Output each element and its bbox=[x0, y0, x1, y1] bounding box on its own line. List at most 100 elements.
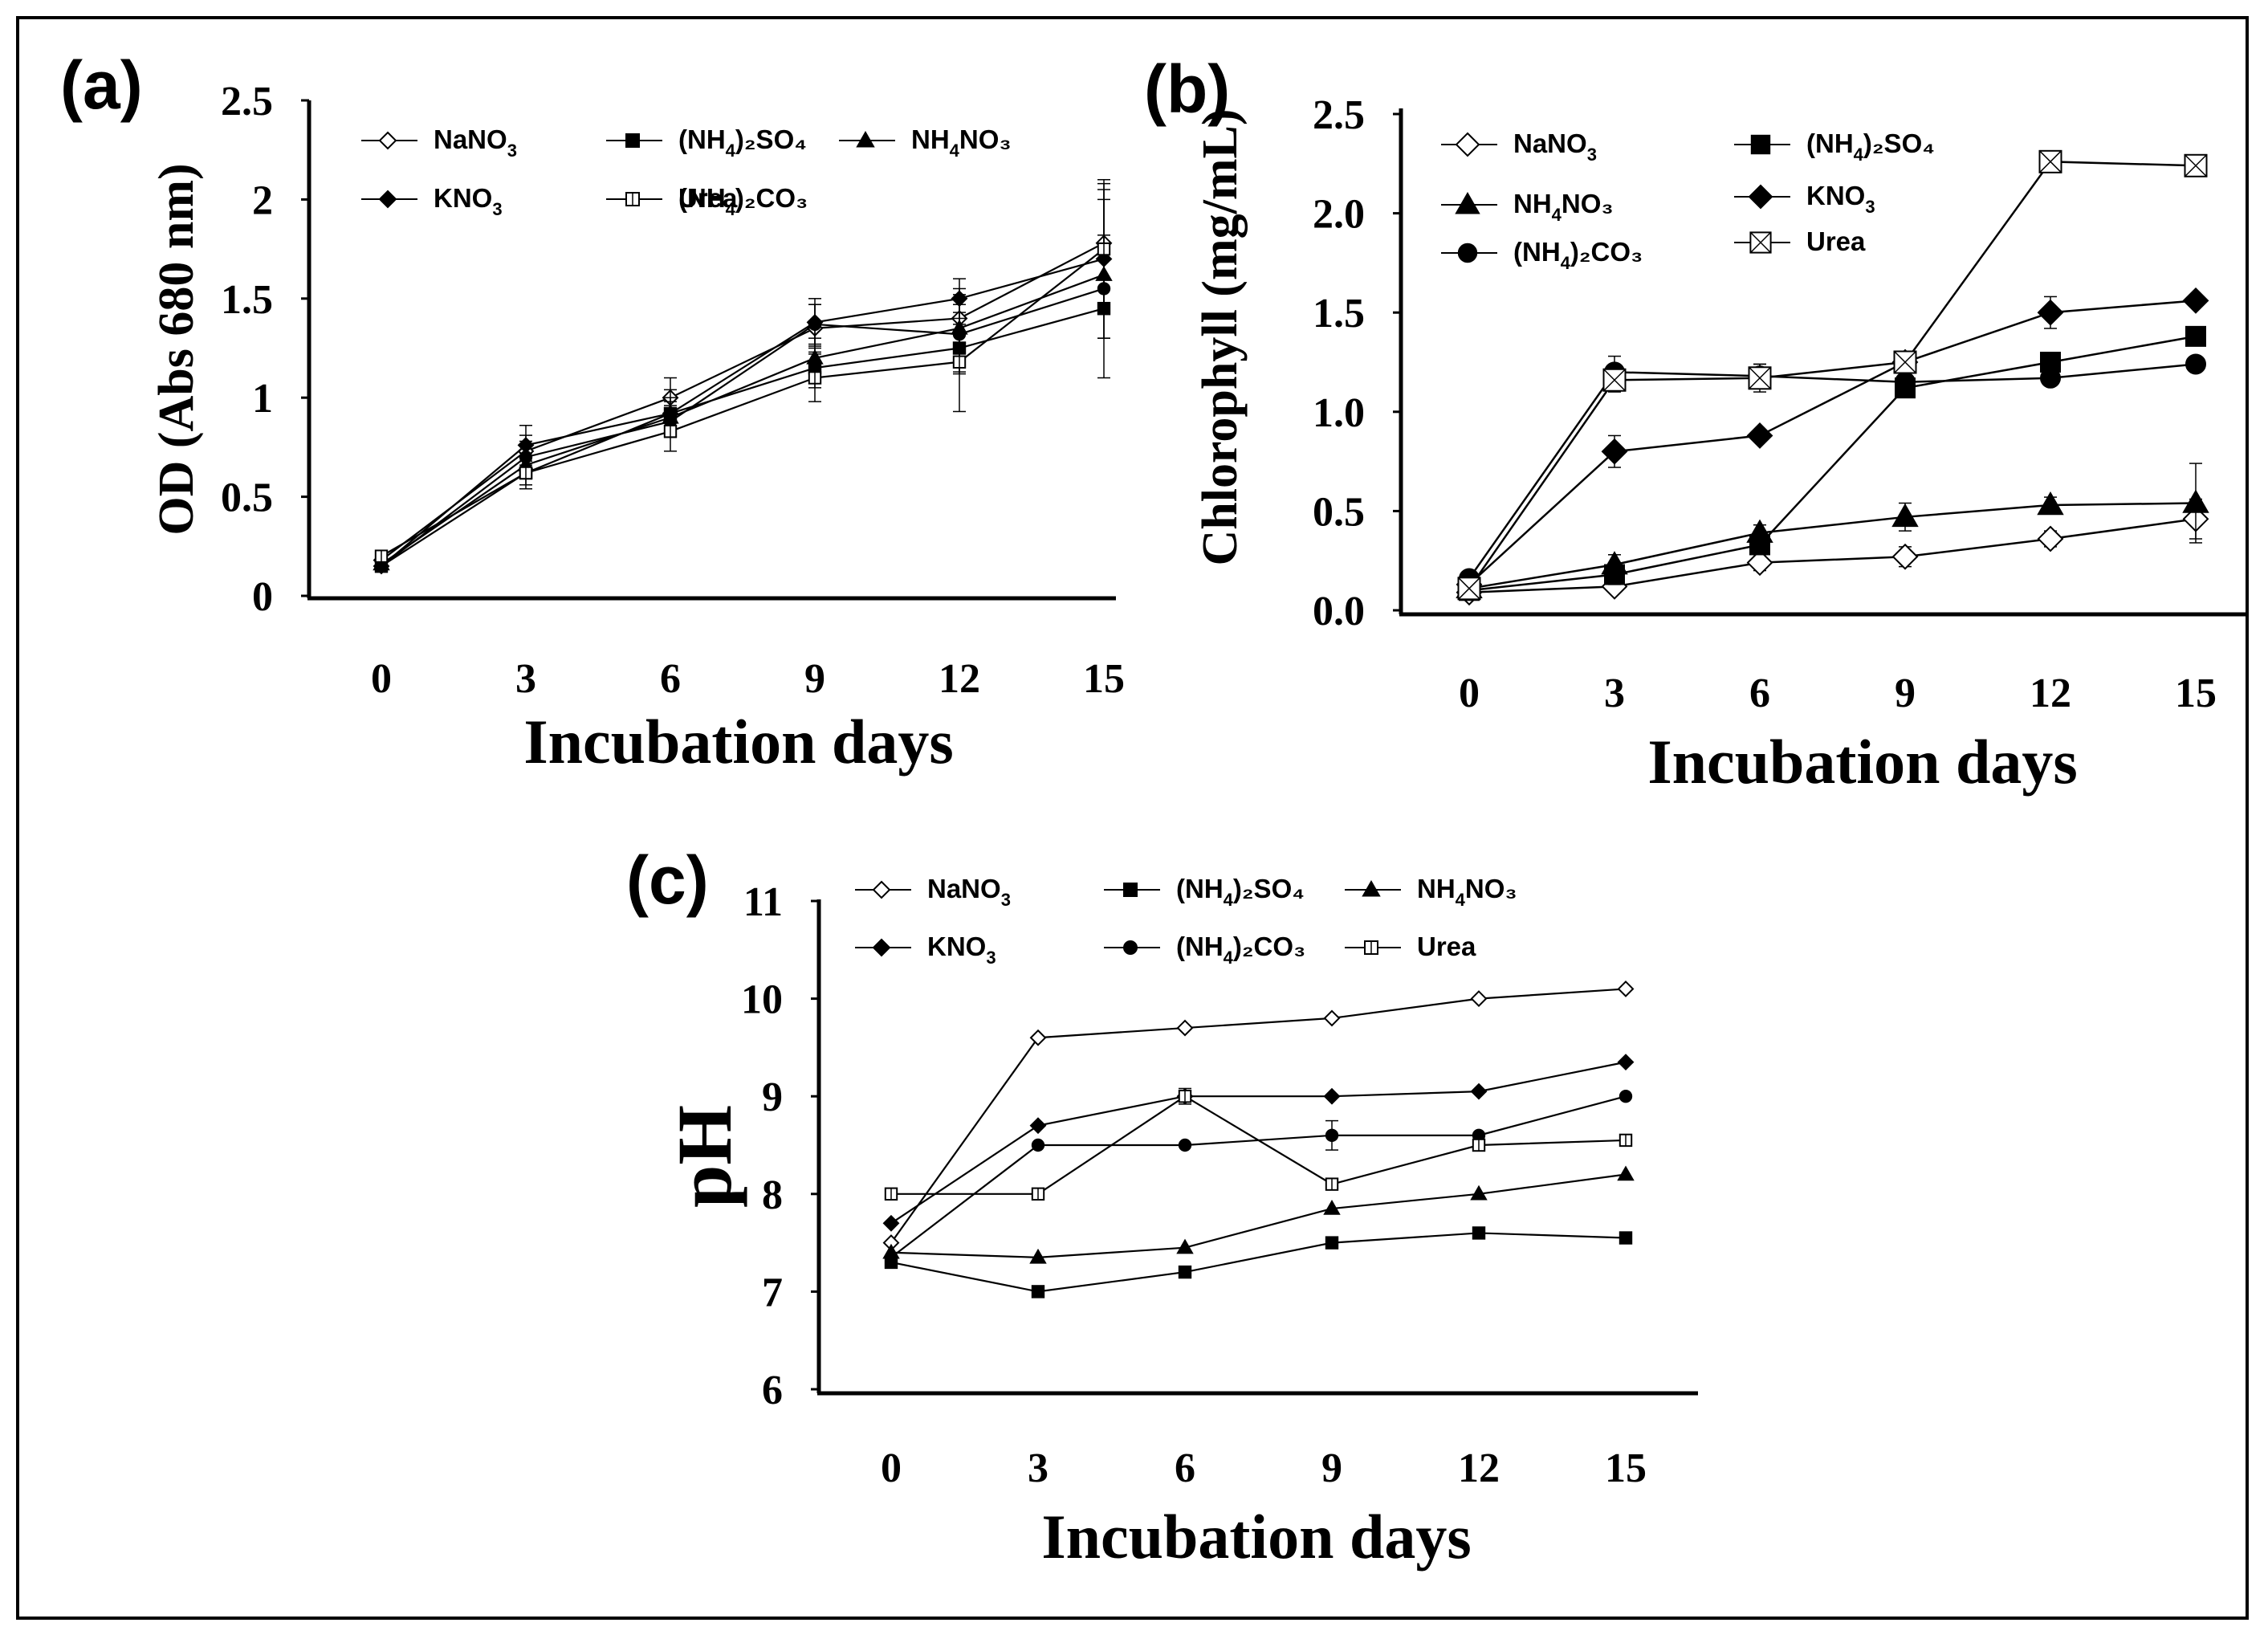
y-tick-label-a: 1 bbox=[252, 376, 273, 422]
legend-item-a-NaNO3: NaNO3 bbox=[361, 124, 517, 161]
point-NH4NO3-6 bbox=[1746, 519, 1773, 543]
legend-label-(NH4)2SO4: (NH4)₂SO₄ bbox=[1806, 128, 1935, 165]
legend-label-NaNO3: NaNO3 bbox=[927, 874, 1011, 910]
series-line-Urea bbox=[1468, 161, 2197, 589]
point-(NH4)2CO3-9 bbox=[1895, 371, 1916, 393]
legend-label-NH4NO3: NH4NO₃ bbox=[911, 124, 1012, 161]
legend-item-b-Urea: Urea bbox=[1734, 226, 1866, 256]
point-NH4NO3-9 bbox=[1323, 1200, 1341, 1215]
series-c-NH4NO3 bbox=[882, 1165, 1635, 1264]
point-NaNO3-9 bbox=[1323, 1009, 1341, 1027]
point-(NH4)2CO3-3 bbox=[1031, 1138, 1045, 1152]
legend-label-NH4NO3: NH4NO₃ bbox=[1417, 874, 1517, 910]
point-(NH4)2SO4-3 bbox=[1031, 1285, 1045, 1299]
y-tick-label-c: 6 bbox=[762, 1368, 783, 1413]
point-(NH4)2CO3-12 bbox=[2040, 367, 2061, 389]
y-tick-label-b: 1.0 bbox=[1313, 390, 1365, 436]
point-NH4NO3-6 bbox=[1176, 1238, 1194, 1254]
point-Urea-0-x2 bbox=[1457, 577, 1481, 600]
legend-marker-NH4NO3 bbox=[856, 130, 875, 148]
series-c-(NH4)2CO3 bbox=[884, 1090, 1633, 1265]
x-tick-label-c: 12 bbox=[1458, 1445, 1500, 1491]
y-tick-label-a: 0 bbox=[252, 574, 273, 620]
x-tick-label-c: 9 bbox=[1321, 1445, 1342, 1491]
point-NH4NO3-15 bbox=[1617, 1165, 1635, 1181]
point-KNO3-9 bbox=[1323, 1087, 1341, 1105]
point-NH4NO3-15 bbox=[2182, 489, 2209, 513]
y-tick-label-b: 2.5 bbox=[1313, 92, 1365, 138]
x-tick-label-b: 6 bbox=[1749, 671, 1770, 716]
point-NaNO3-15 bbox=[1617, 981, 1635, 997]
point-NaNO3-6 bbox=[1746, 549, 1773, 577]
y-tick-label-b: 0.5 bbox=[1313, 489, 1365, 535]
y-tick-label-c: 9 bbox=[762, 1074, 783, 1120]
point-NH4NO3-12 bbox=[2037, 491, 2064, 516]
point-NaNO3-12 bbox=[1470, 990, 1488, 1008]
panel-label-b: (b) bbox=[1144, 51, 1230, 127]
x-tick-label-c: 6 bbox=[1175, 1445, 1195, 1491]
point-Urea-12-x2 bbox=[2038, 150, 2062, 173]
x-tick-label-b: 3 bbox=[1604, 671, 1625, 716]
legend-label-(NH4)2CO3: (NH4)₂CO₃ bbox=[1176, 932, 1305, 968]
legend-label-NaNO3: NaNO3 bbox=[1513, 128, 1597, 165]
legend-label-(NH4)2SO4: (NH4)₂SO₄ bbox=[678, 124, 807, 161]
legend-item-c-(NH4)2CO3: (NH4)₂CO₃ bbox=[1104, 932, 1305, 968]
point-NH4NO3-3 bbox=[1029, 1248, 1047, 1264]
legend-marker-(NH4)2SO4 bbox=[1123, 883, 1138, 897]
point-NH4NO3-3 bbox=[1601, 551, 1628, 575]
legend-marker-(NH4)2SO4 bbox=[625, 133, 640, 148]
series-a-Urea bbox=[374, 189, 1111, 563]
legend-item-a-(NH4)2CO3: (NH4)₂CO₃ bbox=[606, 183, 808, 219]
legend-item-a-(NH4)2SO4: (NH4)₂SO₄ bbox=[606, 124, 807, 161]
legend-label-Urea: Urea bbox=[1806, 226, 1866, 256]
point-KNO3-6 bbox=[1746, 422, 1773, 449]
legend-item-a-NH4NO3: NH4NO₃ bbox=[839, 124, 1012, 161]
series-line-(NH4)2SO4 bbox=[890, 1232, 1627, 1293]
y-axis-title-a: OD (Abs 680 nm) bbox=[149, 163, 204, 535]
legend-marker-NH4NO3 bbox=[1362, 879, 1381, 897]
x-axis-title-c: Incubation days bbox=[1041, 1502, 1471, 1572]
legend-label-KNO3: KNO3 bbox=[927, 932, 996, 968]
legend-item-c-NaNO3: NaNO3 bbox=[855, 874, 1011, 910]
y-tick-label-c: 8 bbox=[762, 1172, 783, 1218]
legend-label-NH4NO3: NH4NO₃ bbox=[1513, 189, 1614, 225]
series-a-KNO3 bbox=[373, 178, 1113, 575]
y-axis-title-b: Chlorophyll (mg/mL) bbox=[1193, 109, 1248, 566]
point-KNO3-15 bbox=[1617, 1054, 1635, 1071]
series-c-(NH4)2SO4 bbox=[884, 1226, 1633, 1299]
legend-item-a-KNO3: KNO3 bbox=[361, 183, 503, 219]
point-KNO3-12 bbox=[1470, 1082, 1488, 1100]
chart-b: (b) 0.0 0.5 1.0 1.5 2.0 2.5 0 3 6 9 12 15 Incubation … bbox=[1144, 51, 2248, 797]
series-a-NaNO3 bbox=[373, 182, 1113, 569]
series-c-Urea bbox=[884, 1087, 1633, 1201]
point-(NH4)2CO3-15 bbox=[1619, 1090, 1633, 1103]
y-tick-label-a: 0.5 bbox=[221, 475, 273, 521]
series-a-(NH4)2CO3 bbox=[374, 198, 1111, 573]
series-line-KNO3 bbox=[890, 1061, 1627, 1225]
point-(NH4)2CO3-9 bbox=[808, 317, 822, 332]
panel-label-a: (a) bbox=[60, 47, 143, 123]
point-(NH4)2SO4-12 bbox=[1472, 1226, 1486, 1240]
legend-marker-KNO3 bbox=[872, 938, 891, 957]
legend-label-(NH4)2CO3: (NH4)₂CO₃ bbox=[1513, 237, 1643, 273]
x-tick-label-a: 0 bbox=[371, 656, 392, 702]
chart-c: (c) 6 7 8 9 10 11 0 3 6 9 12 15 Incubation days pH NaNO… bbox=[626, 842, 1698, 1572]
point-(NH4)2SO4-6 bbox=[1178, 1265, 1192, 1279]
series-line-NaNO3 bbox=[1468, 518, 2197, 594]
legend-marker-(NH4)2CO3 bbox=[1457, 243, 1478, 263]
y-axis-title-c: pH bbox=[662, 1105, 747, 1208]
legend-item-b-(NH4)2CO3: (NH4)₂CO₃ bbox=[1441, 237, 1643, 273]
x-tick-label-a: 3 bbox=[515, 656, 536, 702]
legend-marker-(NH4)2SO4 bbox=[1750, 134, 1771, 155]
x-tick-label-a: 6 bbox=[660, 656, 681, 702]
point-KNO3-12 bbox=[2037, 299, 2064, 326]
series-line-Urea bbox=[381, 248, 1105, 557]
y-tick-label-b: 2.0 bbox=[1313, 192, 1365, 238]
series-line-(NH4)2CO3 bbox=[1468, 363, 2197, 580]
legend-item-c-(NH4)2SO4: (NH4)₂SO₄ bbox=[1104, 874, 1305, 910]
legend-label-(NH4)2CO3: (NH4)₂CO₃ bbox=[678, 183, 808, 219]
x-axis-title-b: Incubation days bbox=[1647, 727, 2077, 797]
legend-item-a-Urea: Urea bbox=[606, 183, 738, 213]
point-KNO3-3 bbox=[1601, 438, 1628, 465]
legend-item-c-KNO3: KNO3 bbox=[855, 932, 996, 968]
